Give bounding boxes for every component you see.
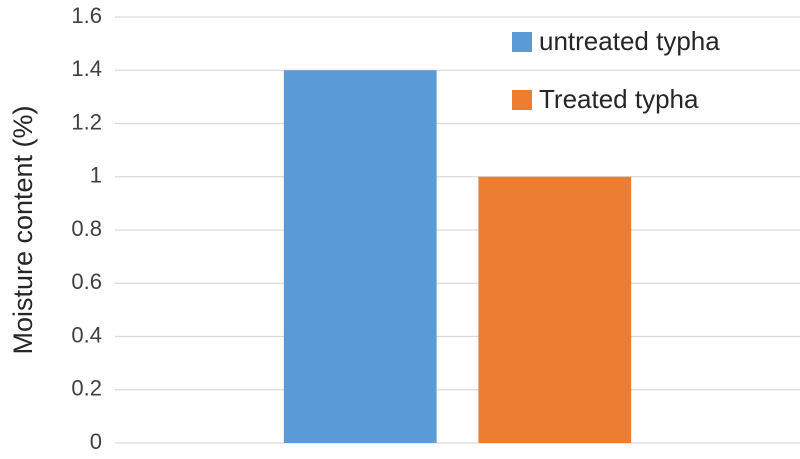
y-tick-label: 0.2 (71, 376, 102, 401)
y-tick-label: 1 (90, 163, 102, 188)
legend-swatch (512, 90, 532, 110)
bar (283, 70, 437, 443)
legend-swatch (512, 32, 532, 52)
y-tick-label: 1.2 (71, 109, 102, 134)
y-tick-label: 1.6 (71, 3, 102, 28)
bar (478, 176, 632, 443)
y-tick-label: 0.4 (71, 322, 102, 347)
y-tick-label: 0.6 (71, 269, 102, 294)
legend-label: untreated typha (539, 26, 720, 56)
y-axis-label: Moisture content (%) (8, 105, 38, 354)
y-tick-label: 0.8 (71, 216, 102, 241)
y-tick-label: 0 (90, 429, 102, 454)
y-tick-label: 1.4 (71, 56, 102, 81)
legend-label: Treated typha (539, 84, 699, 114)
